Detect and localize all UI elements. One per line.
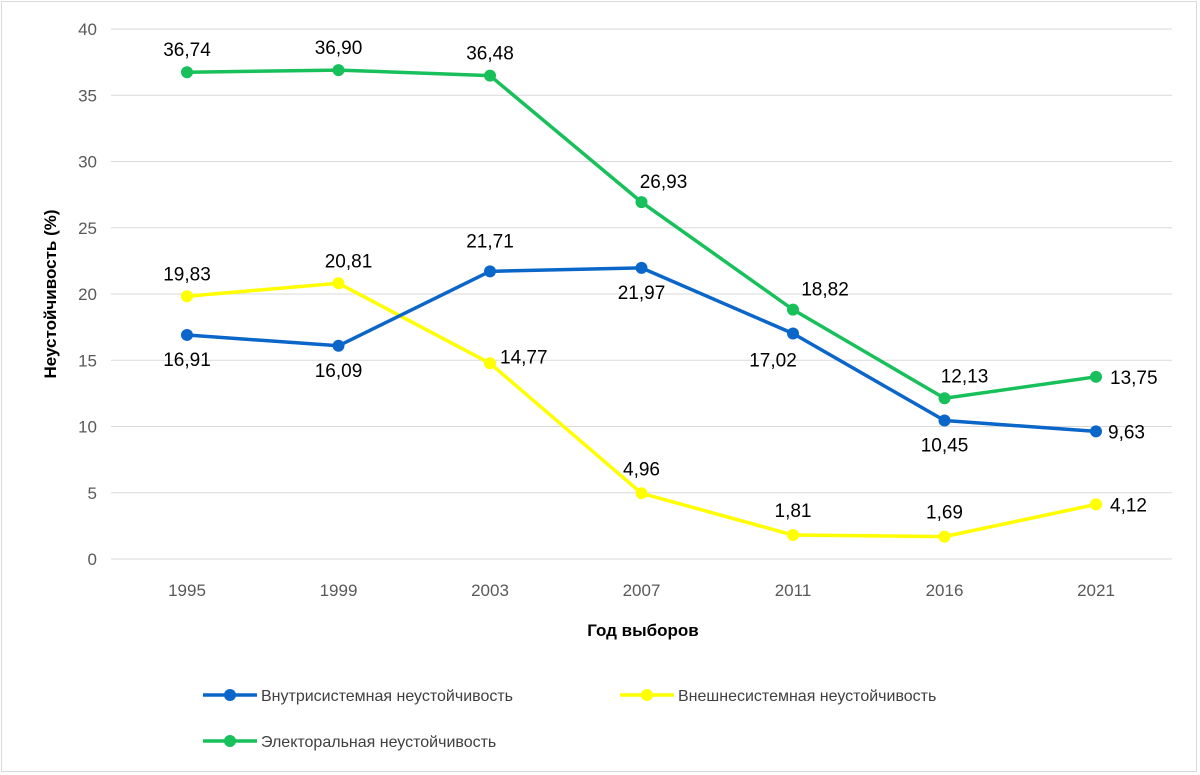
data-label: 1,81 bbox=[775, 501, 812, 522]
data-point bbox=[332, 277, 345, 290]
data-point bbox=[635, 196, 648, 209]
gridlines bbox=[111, 28, 1172, 560]
data-point bbox=[635, 261, 648, 274]
data-label: 1,69 bbox=[926, 503, 963, 524]
data-point bbox=[332, 339, 345, 352]
data-label: 20,81 bbox=[325, 251, 373, 272]
data-point bbox=[938, 414, 951, 427]
data-label: 17,02 bbox=[749, 350, 797, 371]
x-tick-label: 2016 bbox=[926, 581, 964, 600]
legend-marker-icon bbox=[224, 735, 236, 747]
x-tick-label: 2007 bbox=[623, 581, 661, 600]
x-axis-title: Год выборов bbox=[587, 621, 699, 640]
data-label: 9,63 bbox=[1108, 422, 1145, 443]
data-label: 26,93 bbox=[640, 172, 688, 193]
y-axis-title: Неустойчивость (%) bbox=[41, 209, 60, 378]
y-tick-label: 40 bbox=[78, 20, 97, 39]
x-tick-label: 1995 bbox=[168, 581, 206, 600]
data-point bbox=[484, 357, 496, 370]
data-label: 4,12 bbox=[1110, 495, 1147, 516]
legend-label: Внешнесистемная неустойчивость bbox=[678, 688, 936, 705]
y-tick-label: 5 bbox=[88, 484, 97, 503]
data-label: 13,75 bbox=[1110, 368, 1158, 389]
legend-marker-icon bbox=[641, 689, 653, 701]
y-tick-label: 10 bbox=[78, 418, 97, 437]
data-point bbox=[938, 392, 951, 405]
legend-label: Внутрисистемная неустойчивость bbox=[261, 688, 513, 705]
data-point bbox=[938, 530, 951, 543]
data-label: 36,74 bbox=[163, 40, 211, 61]
data-point bbox=[1090, 425, 1102, 438]
data-label: 19,83 bbox=[163, 264, 211, 285]
data-point bbox=[787, 529, 799, 542]
x-tick-label: 2021 bbox=[1077, 581, 1115, 600]
data-label: 12,13 bbox=[941, 366, 989, 387]
data-labels: 16,91 16,09 21,71 21,97 17,02 10,45 9,63 19,83 2… bbox=[163, 38, 1157, 524]
data-label: 10,45 bbox=[921, 436, 969, 457]
data-label: 21,97 bbox=[618, 283, 666, 304]
data-label: 21,71 bbox=[466, 231, 514, 252]
y-tick-label: 15 bbox=[78, 351, 97, 370]
data-point bbox=[332, 64, 345, 77]
data-label: 36,90 bbox=[315, 38, 363, 59]
data-label: 36,48 bbox=[466, 44, 514, 65]
data-point bbox=[484, 265, 496, 278]
series-line bbox=[186, 68, 1097, 401]
data-point bbox=[635, 487, 648, 500]
data-point bbox=[181, 290, 193, 303]
data-label: 4,96 bbox=[623, 459, 660, 480]
data-point bbox=[1090, 370, 1102, 383]
data-point bbox=[484, 69, 496, 82]
data-label: 16,91 bbox=[163, 350, 211, 371]
legend: Внутрисистемная неустойчивость Внешнесист… bbox=[203, 688, 936, 751]
y-tick-label: 30 bbox=[78, 153, 97, 172]
data-label: 16,09 bbox=[315, 361, 363, 382]
legend-marker-icon bbox=[224, 689, 236, 701]
y-tick-label: 35 bbox=[78, 86, 97, 105]
data-point bbox=[181, 328, 193, 341]
x-tick-label: 2011 bbox=[775, 581, 812, 600]
x-tick-label: 1999 bbox=[320, 581, 358, 600]
data-point bbox=[1090, 498, 1102, 511]
data-point bbox=[787, 327, 799, 340]
x-axis-ticks: 1995 1999 2003 2007 2011 2016 2021 bbox=[168, 581, 1115, 600]
y-tick-label: 25 bbox=[78, 219, 97, 238]
series-group bbox=[181, 64, 1102, 543]
data-point bbox=[181, 66, 193, 79]
y-axis-ticks: 0 5 10 15 20 25 30 35 40 bbox=[78, 20, 97, 569]
legend-label: Электоральная неустойчивость bbox=[261, 734, 496, 751]
y-tick-label: 20 bbox=[78, 285, 97, 304]
data-label: 14,77 bbox=[500, 347, 548, 368]
data-label: 18,82 bbox=[801, 280, 849, 301]
y-tick-label: 0 bbox=[88, 550, 97, 569]
x-tick-label: 2003 bbox=[471, 581, 509, 600]
data-point bbox=[787, 303, 799, 316]
